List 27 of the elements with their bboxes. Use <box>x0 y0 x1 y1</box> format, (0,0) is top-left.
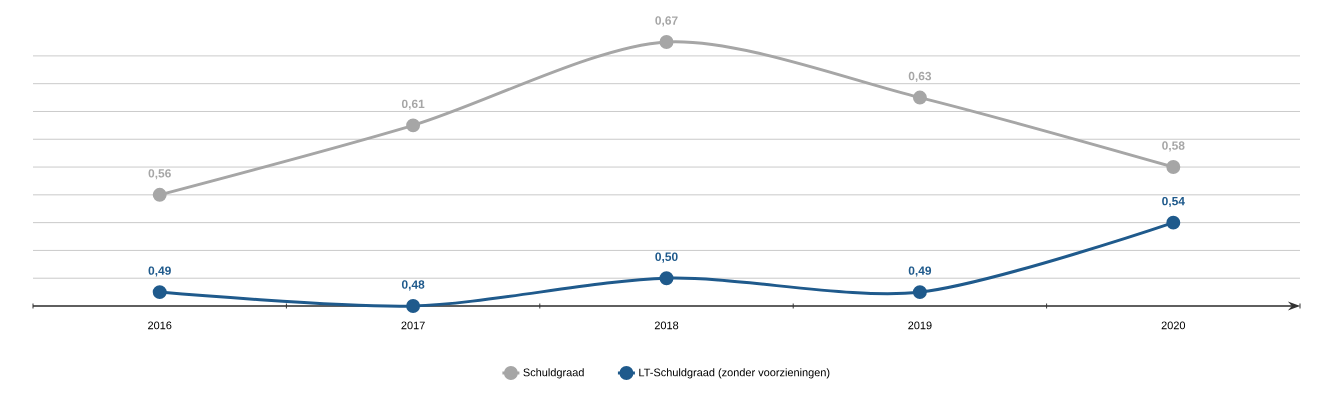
data-label: 0,67 <box>655 16 678 27</box>
legend-label: LT-Schuldgraad (zonder voorzieningen) <box>639 368 830 379</box>
data-label: 0,48 <box>401 280 425 291</box>
point <box>1166 160 1181 175</box>
point <box>659 271 674 286</box>
point <box>912 90 927 105</box>
point <box>1166 215 1181 230</box>
point <box>152 187 167 202</box>
x-tick-label: 2016 <box>148 321 172 330</box>
x-tick-label: 2017 <box>401 321 425 330</box>
data-label: 0,61 <box>401 99 425 110</box>
data-label: 0,58 <box>1162 141 1185 152</box>
data-label: 0,49 <box>908 266 932 277</box>
point <box>152 285 167 300</box>
point <box>406 118 421 133</box>
x-tick-label: 2020 <box>1161 321 1186 330</box>
x-tick-label: 2018 <box>654 321 679 330</box>
data-label: 0,54 <box>1162 196 1185 208</box>
point <box>912 285 927 300</box>
point <box>406 299 421 313</box>
point <box>659 35 674 49</box>
x-tick-label: 2019 <box>908 321 932 330</box>
data-label: 0,63 <box>908 71 932 83</box>
data-label: 0,49 <box>148 266 171 277</box>
legend-label: Schuldgraad <box>523 368 584 379</box>
data-label: 0,56 <box>148 169 171 180</box>
data-label: 0,50 <box>655 252 678 263</box>
